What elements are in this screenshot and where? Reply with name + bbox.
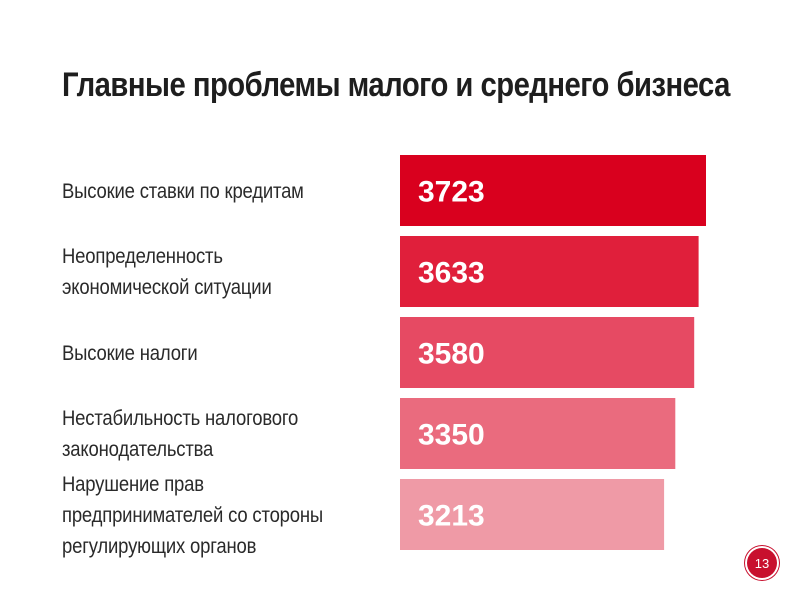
chart-title: Главные проблемы малого и среднего бизне…: [62, 66, 730, 104]
bar: [400, 479, 665, 550]
category-label: Высокие налоги: [62, 341, 198, 365]
bar-value-label: 3723: [418, 176, 485, 209]
category-label: Неопределенность экономической ситуации: [62, 245, 272, 299]
category-label: Высокие ставки по кредитам: [62, 179, 304, 203]
bar-value-label: 3213: [418, 500, 485, 533]
bar: [400, 155, 706, 226]
bar-value-label: 3350: [418, 419, 485, 452]
bar: [400, 398, 676, 469]
bar-value-label: 3580: [418, 338, 485, 371]
bar: [400, 317, 695, 388]
category-label: Нестабильность налогового законодательст…: [62, 407, 299, 461]
page-number-badge: 13: [747, 548, 777, 578]
bar: [400, 236, 699, 307]
bar-value-label: 3633: [418, 257, 485, 290]
